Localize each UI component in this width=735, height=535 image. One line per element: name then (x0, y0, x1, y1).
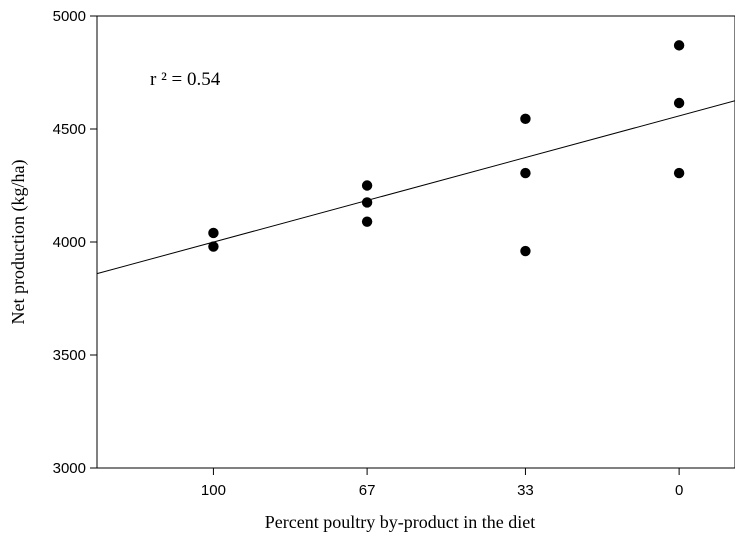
x-tick-label: 0 (675, 482, 683, 499)
y-tick-label: 3000 (53, 460, 86, 477)
data-point (208, 227, 219, 239)
y-tick-label: 4500 (53, 121, 86, 138)
x-tick-label: 33 (517, 482, 534, 499)
data-point (361, 197, 373, 208)
x-axis-title: Percent poultry by-product in the diet (265, 512, 535, 532)
data-point (520, 245, 531, 257)
data-point (520, 167, 531, 179)
data-point (520, 113, 531, 125)
y-tick-label: 5000 (53, 8, 86, 25)
data-point (208, 241, 219, 252)
regression-line (96, 100, 735, 275)
data-point (673, 40, 685, 51)
data-point (673, 97, 685, 109)
data-point (673, 167, 685, 179)
data-points (208, 40, 685, 257)
x-axis-ticks: 100 67 33 0 (201, 468, 683, 499)
y-tick-label: 4000 (53, 234, 86, 251)
r-squared-annotation: r ² = 0.54 (150, 69, 221, 90)
data-point (361, 216, 373, 227)
x-tick-label: 100 (201, 482, 226, 499)
y-axis-ticks: 3000 3500 4000 4500 5000 (53, 8, 97, 477)
data-point (361, 180, 373, 191)
x-tick-label: 67 (359, 482, 376, 499)
y-tick-label: 3500 (53, 347, 86, 364)
y-axis-title: Net production (kg/ha) (8, 160, 29, 325)
